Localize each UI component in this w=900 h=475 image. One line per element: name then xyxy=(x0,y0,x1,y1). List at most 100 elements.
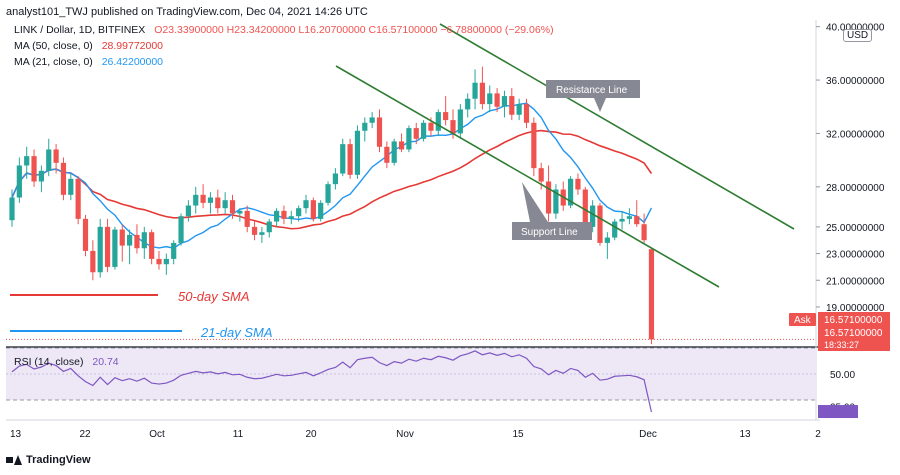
price-tick-label: 23.00000000 xyxy=(826,250,885,261)
candle-body xyxy=(178,216,184,243)
candle-body xyxy=(318,202,324,219)
time-axis-label: 11 xyxy=(233,429,244,440)
candle-body xyxy=(237,210,243,214)
candle-body xyxy=(413,128,419,139)
candle-body xyxy=(16,165,22,198)
tradingview-brand: TradingView xyxy=(26,454,91,466)
candle-body xyxy=(163,258,169,265)
ma50-legend[interactable]: MA (50, close, 0) 28.99772000 xyxy=(14,40,163,52)
candle-body xyxy=(9,197,15,221)
rsi-label: RSI (14, close) xyxy=(14,356,84,368)
candle-body xyxy=(141,232,147,249)
support-callout-label: Support Line xyxy=(521,227,578,238)
candle-body xyxy=(501,96,508,107)
candle-body xyxy=(274,210,280,222)
candle-body xyxy=(590,205,596,227)
tradingview-footer[interactable]: TradingView xyxy=(6,454,91,466)
candle-body xyxy=(487,93,493,105)
candle-body xyxy=(310,200,316,219)
rsi-value: 20.74 xyxy=(92,356,119,368)
candle-body xyxy=(82,218,89,251)
sma50-key-label: 50-day SMA xyxy=(178,289,250,304)
support-trendline[interactable] xyxy=(335,65,720,288)
symbol-legend: LINK / Dollar, 1D, BITFINEX O23.33900000… xyxy=(14,24,554,36)
candle-body xyxy=(200,194,206,203)
last-price-tag xyxy=(818,326,890,351)
candle-body xyxy=(494,93,500,107)
rsi-value-tag xyxy=(818,405,858,419)
candle-body xyxy=(31,156,37,182)
candle-body xyxy=(347,144,353,175)
candle-body xyxy=(134,234,140,249)
candle-body xyxy=(60,162,67,195)
candle-body xyxy=(604,237,610,243)
resistance-callout xyxy=(546,80,640,112)
ask-price-label: 16.57100000 xyxy=(824,315,883,326)
candle-body xyxy=(531,122,537,169)
candle-body xyxy=(281,210,287,219)
price-tick-label: 19.00000000 xyxy=(826,303,885,314)
candle-body xyxy=(523,104,530,123)
candle-body xyxy=(428,122,434,131)
time-axis-label: 20 xyxy=(305,429,317,440)
price-tick-label: 21.00000000 xyxy=(826,276,885,287)
candle-body xyxy=(568,178,574,206)
time-axis-label: 13 xyxy=(739,429,751,440)
price-tick-label: 28.00000000 xyxy=(826,183,885,194)
candle-body xyxy=(619,218,625,222)
candle-body xyxy=(406,128,412,150)
rsi-line xyxy=(11,350,653,413)
candle-body xyxy=(288,216,294,219)
candle-body xyxy=(104,226,111,267)
sma21-key-label: 21-day SMA xyxy=(200,325,273,340)
candle-body xyxy=(398,141,405,150)
candle-body xyxy=(376,117,383,147)
last-price-label: 16.57100000 xyxy=(824,328,883,339)
time-axis-label: 13 xyxy=(10,429,22,440)
candle-body xyxy=(38,170,44,182)
ask-tag[interactable] xyxy=(789,313,816,326)
candle-body xyxy=(296,208,302,217)
resistance-trendline[interactable] xyxy=(439,23,795,230)
candle-body xyxy=(244,210,250,227)
candle-body xyxy=(612,221,618,238)
candle-body xyxy=(229,200,236,214)
candle-body xyxy=(384,146,390,163)
candle-body xyxy=(369,117,375,123)
candle-body xyxy=(193,194,199,206)
candle-body xyxy=(222,200,228,209)
candle-body xyxy=(634,216,640,225)
ma50-value: 28.99772000 xyxy=(101,40,164,52)
candle-body xyxy=(207,197,214,203)
ma21-legend[interactable]: MA (21, close, 0) 26.42200000 xyxy=(14,56,163,68)
ma50-label: MA (50, close, 0) xyxy=(14,40,93,52)
candle-body xyxy=(354,130,361,175)
candle-body xyxy=(259,232,265,235)
ask-tag-label: Ask xyxy=(794,315,812,326)
price-tick-label: 36.00000000 xyxy=(826,76,885,87)
candle-body xyxy=(479,82,485,105)
candle-body xyxy=(75,178,81,219)
candle-body xyxy=(575,178,581,190)
candle-body xyxy=(597,205,603,243)
candle-body xyxy=(472,82,478,99)
candle-body xyxy=(465,98,471,110)
candle-body xyxy=(435,112,441,131)
price-tick-label: 32.00000000 xyxy=(826,129,885,140)
candle-body xyxy=(149,232,155,259)
candle-body xyxy=(443,112,449,121)
candle-body xyxy=(90,250,96,273)
ohlc-values: O23.33900000 H23.34200000 L16.20700000 C… xyxy=(154,24,554,36)
candle-body xyxy=(156,258,162,265)
candle-body xyxy=(171,242,177,259)
candle-body xyxy=(68,178,74,195)
candle-body xyxy=(421,122,427,139)
symbol-label: LINK / Dollar, 1D, BITFINEX xyxy=(14,24,146,36)
ma50-line xyxy=(11,129,653,230)
currency-badge[interactable]: USD xyxy=(843,29,873,42)
time-axis-label: 2 xyxy=(815,429,821,440)
candle-body xyxy=(303,200,309,209)
tradingview-logo-icon xyxy=(6,455,22,465)
rsi-legend[interactable]: RSI (14, close) 20.74 xyxy=(14,356,119,368)
